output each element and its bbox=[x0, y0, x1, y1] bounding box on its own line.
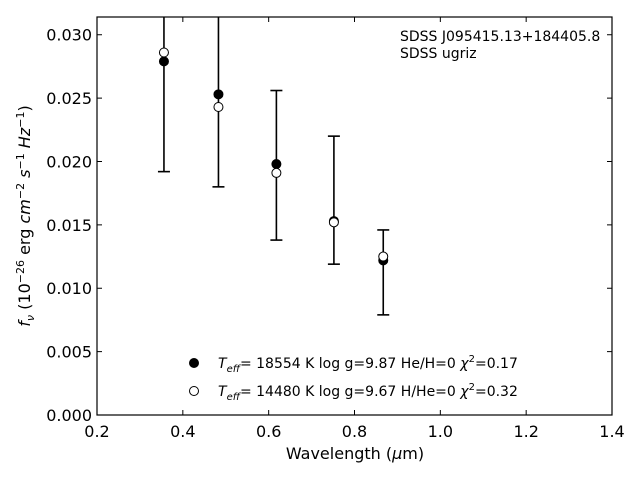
annotation-filters: SDSS ugriz bbox=[400, 46, 477, 62]
y-tick-label: 0.005 bbox=[46, 343, 92, 362]
x-tick-label: 1.2 bbox=[513, 422, 538, 441]
model-point-open bbox=[158, 47, 169, 58]
x-tick-label: 0.6 bbox=[256, 422, 281, 441]
model-point-open bbox=[328, 217, 339, 228]
x-axis-label: Wavelength (μm) bbox=[286, 444, 424, 463]
y-axis-label: fν (10−26 erg cm−2 s−1 Hz−1) bbox=[14, 105, 37, 326]
plot-frame bbox=[96, 16, 613, 416]
model-point-filled bbox=[158, 56, 169, 67]
y-tick-label: 0.015 bbox=[46, 216, 92, 235]
y-tick-label: 0.020 bbox=[46, 152, 92, 171]
legend-entry-2: Teff= 14480 K log g=9.67 H/He=0 χ2=0.32 bbox=[218, 382, 518, 403]
x-tick-label: 0.2 bbox=[84, 422, 109, 441]
legend-marker-open bbox=[189, 386, 199, 396]
model-point-filled bbox=[271, 159, 282, 170]
x-tick-label: 0.8 bbox=[342, 422, 367, 441]
x-tick-label: 0.4 bbox=[170, 422, 195, 441]
legend-entry-1: Teff= 18554 K log g=9.87 He/H=0 χ2=0.17 bbox=[218, 354, 518, 375]
y-tick-label: 0.010 bbox=[46, 279, 92, 298]
annotation-object: SDSS J095415.13+184405.8 bbox=[400, 29, 600, 45]
model-point-open bbox=[378, 251, 389, 262]
y-tick-label: 0.025 bbox=[46, 89, 92, 108]
x-tick-label: 1.4 bbox=[599, 422, 624, 441]
x-tick-label: 1.0 bbox=[428, 422, 453, 441]
model-point-open bbox=[213, 101, 224, 112]
y-tick-label: 0.030 bbox=[46, 26, 92, 45]
model-point-open bbox=[271, 167, 282, 178]
y-tick-label: 0.000 bbox=[46, 406, 92, 425]
legend-marker-filled bbox=[189, 358, 199, 368]
model-point-filled bbox=[213, 89, 224, 100]
legend: Teff= 18554 K log g=9.87 He/H=0 χ2=0.17 … bbox=[189, 354, 518, 403]
